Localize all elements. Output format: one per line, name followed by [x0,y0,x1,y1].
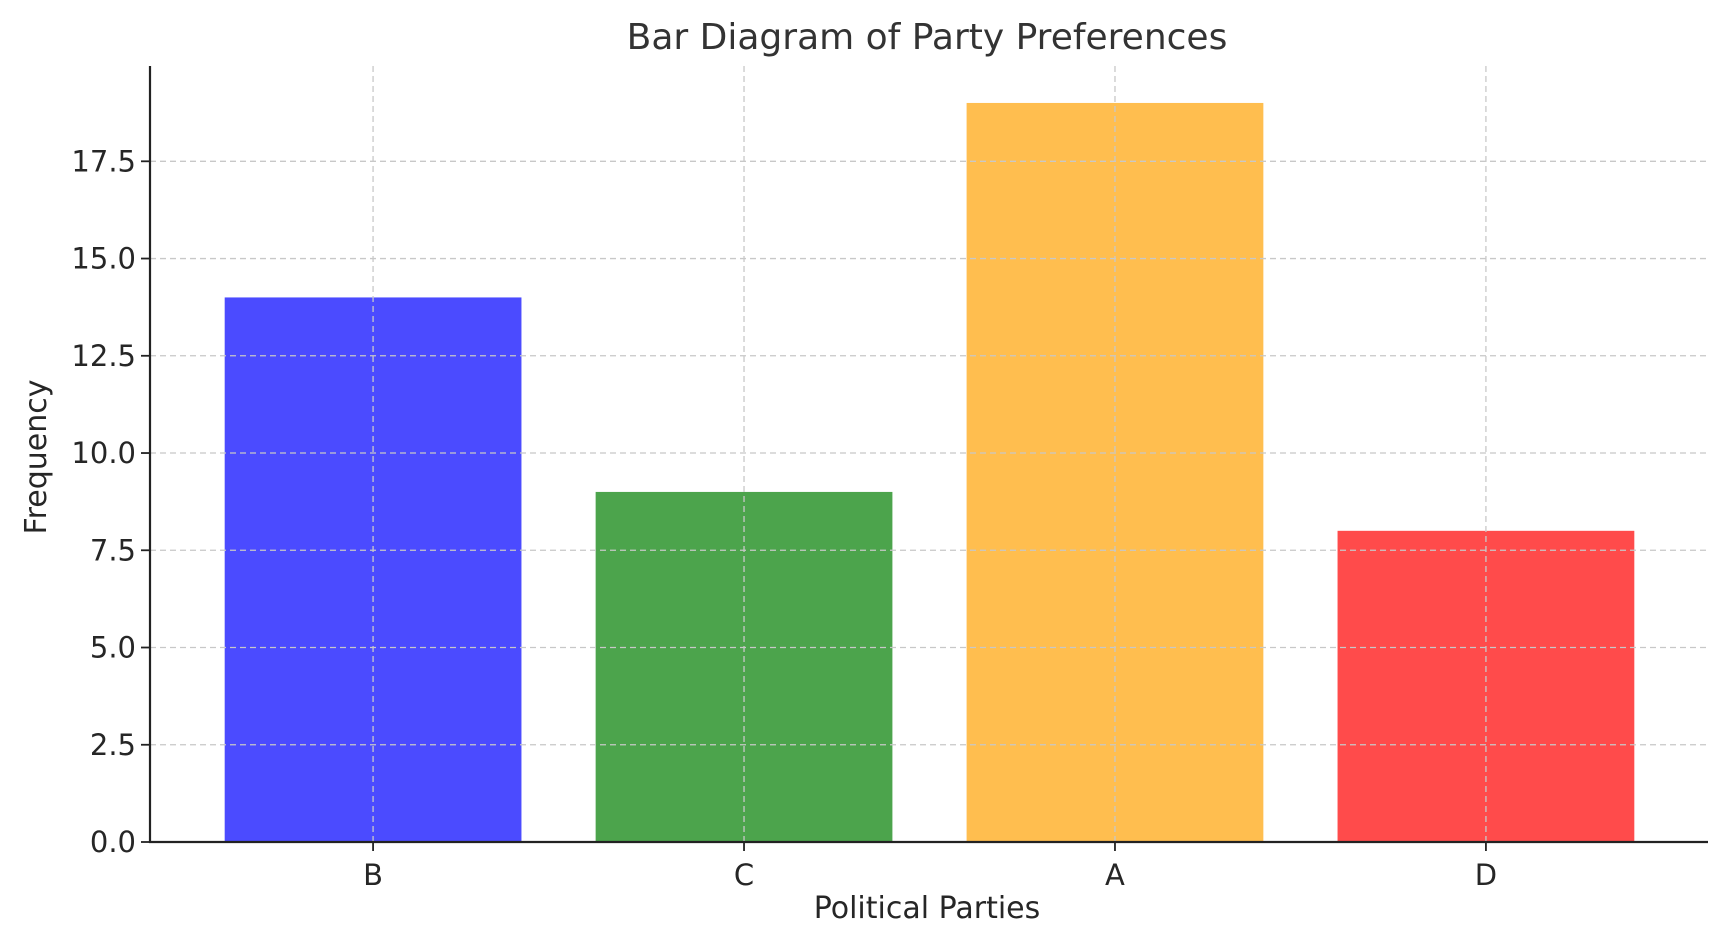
x-tick-label: D [1475,858,1497,892]
x-tick-label: A [1105,858,1125,892]
chart-title: Bar Diagram of Party Preferences [627,17,1228,58]
y-tick-label: 10.0 [71,436,136,470]
y-tick-label: 15.0 [71,242,136,276]
x-tick-label: B [363,858,383,892]
x-axis-label: Political Parties [814,891,1041,926]
bars [224,102,1635,842]
y-tick-label: 2.5 [90,728,136,762]
y-tick-label: 12.5 [71,339,136,373]
y-tick-label: 7.5 [90,533,136,567]
y-axis-label: Frequency [19,380,54,535]
y-tick-label: 0.0 [90,825,136,859]
tick-labels: 0.0 2.5 5.0 7.5 10.0 12.5 15.0 17.5 B C A D [71,144,1497,892]
y-tick-label: 17.5 [71,144,136,178]
x-tick-label: C [734,858,754,892]
y-tick-label: 5.0 [90,631,136,665]
axes [148,66,1708,844]
